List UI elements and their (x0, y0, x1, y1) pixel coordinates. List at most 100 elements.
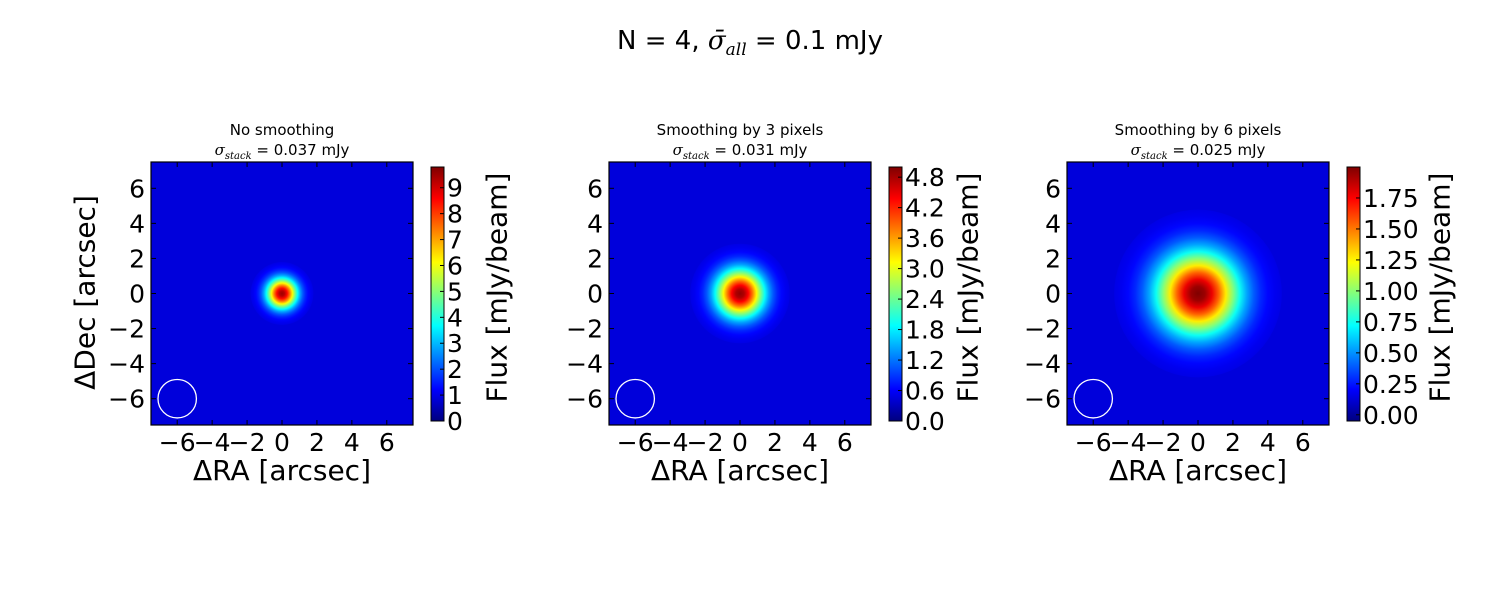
panel-3-xtick-label: 0 (1190, 428, 1206, 457)
panel-2-ytick-label: −4 (566, 350, 603, 379)
colorbar-1 (430, 166, 445, 422)
colorbar-1-tick-label: 6 (447, 251, 463, 280)
panel-1-xtick-label: −4 (194, 428, 231, 457)
panel-1-title-line1: No smoothing (229, 121, 335, 139)
panel-1-ytick-label: −4 (108, 350, 145, 379)
panel-2-ytick-label: −2 (566, 315, 603, 344)
panel-3-ytick-label: −6 (1024, 385, 1061, 414)
colorbar-3-tick-label: 1.00 (1363, 277, 1419, 306)
panel-2-xtick-label: 0 (732, 428, 748, 457)
panel-2-xtick-label: −2 (687, 428, 724, 457)
colorbar-3 (1346, 166, 1361, 422)
panel-1-xtick-label: 4 (344, 428, 360, 457)
panel-1-sigma: σ (214, 141, 225, 159)
panel-3-ytick-label: 0 (1045, 280, 1061, 309)
panel-3-sigma-sub: stack (1140, 151, 1168, 162)
panel-3-xtick-label: −4 (1110, 428, 1147, 457)
panel-3-ytick-label: −4 (1024, 350, 1061, 379)
panel-1-xlabel: ΔRA [arcsec] (192, 454, 372, 487)
panel-1-xtick-label: 6 (379, 428, 395, 457)
panel-3-title-line1: Smoothing by 6 pixels (1114, 121, 1282, 139)
panel-1-beam-ellipse (157, 378, 198, 419)
colorbar-3-tick-label: 0.50 (1363, 339, 1419, 368)
panel-1-title-value: = 0.037 mJy (251, 141, 350, 159)
panel-2-xtick-label: 6 (837, 428, 853, 457)
colorbar-2-tick-label: 0.0 (905, 407, 945, 436)
panel-2-title-line2: σstack = 0.031 mJy (580, 140, 900, 167)
panel-2-beam-ellipse (615, 378, 656, 419)
colorbar-1-tick-label: 0 (447, 407, 463, 436)
colorbar-3-tick-label: 1.75 (1363, 184, 1419, 213)
colorbar-1-tick-label: 8 (447, 200, 463, 229)
panel-1-ytick-label: 2 (129, 244, 145, 273)
panel-3-xtick-label: 2 (1225, 428, 1241, 457)
colorbar-1-tick-label: 4 (447, 303, 463, 332)
panel-2-ytick-label: 6 (587, 174, 603, 203)
colorbar-2-tick-label: 3.0 (905, 255, 945, 284)
colorbar-3-tick-label: 1.50 (1363, 215, 1419, 244)
panel-3-xtick-label: −6 (1075, 428, 1112, 457)
panel-2-sigma-sub: stack (682, 151, 710, 162)
panel-1-ytick-label: 6 (129, 174, 145, 203)
panel-3-title-value: = 0.025 mJy (1167, 141, 1266, 159)
colorbar-2-tick-label: 3.6 (905, 224, 945, 253)
panel-2-xtick-label: −6 (617, 428, 654, 457)
colorbar-2-tick-label: 4.8 (905, 163, 945, 192)
colorbar-2-tick-label: 2.4 (905, 285, 945, 314)
colorbar-3-tick-label: 1.25 (1363, 246, 1419, 275)
panel-1-ytick-label: −6 (108, 385, 145, 414)
panel-2-ytick-label: −6 (566, 385, 603, 414)
colorbar-2-tick-label: 4.2 (905, 194, 945, 223)
panel-2-xtick-label: 4 (802, 428, 818, 457)
panel-1-xtick-label: −2 (229, 428, 266, 457)
panel-2-ytick-label: 2 (587, 244, 603, 273)
panel-3-title: Smoothing by 6 pixels σstack = 0.025 mJy (1038, 120, 1358, 167)
colorbar-2-tick-label: 0.6 (905, 377, 945, 406)
panel-1-xtick-label: −6 (159, 428, 196, 457)
panel-3-xtick-label: 4 (1260, 428, 1276, 457)
panel-3-ytick-label: −2 (1024, 315, 1061, 344)
colorbar-1-tick-label: 7 (447, 226, 463, 255)
panel-2-source (690, 243, 790, 344)
panel-2-ytick-label: 0 (587, 280, 603, 309)
colorbar-2-tick-label: 1.2 (905, 346, 945, 375)
figure-title-prefix: N = 4, (617, 26, 708, 56)
panel-2-xlabel: ΔRA [arcsec] (650, 454, 830, 487)
panel-1-sigma-sub: stack (224, 151, 252, 162)
colorbar-1-tick-label: 9 (447, 174, 463, 203)
panel-3-ytick-label: 4 (1045, 209, 1061, 238)
panel-1-ytick-label: −2 (108, 315, 145, 344)
panel-3-xlabel: ΔRA [arcsec] (1108, 454, 1288, 487)
panel-3-xtick-label: −2 (1145, 428, 1182, 457)
figure-title: N = 4, σ̄all = 0.1 mJy (0, 26, 1500, 60)
colorbar-3-tick-label: 0.75 (1363, 308, 1419, 337)
panel-1-xtick-label: 2 (309, 428, 325, 457)
colorbar-1-tick-label: 2 (447, 355, 463, 384)
panel-3-ytick-label: 6 (1045, 174, 1061, 203)
panel-1-source (250, 262, 314, 325)
figure-title-suffix: = 0.1 mJy (746, 26, 883, 56)
panel-3-sigma: σ (1130, 141, 1141, 159)
panel-3-title-line2: σstack = 0.025 mJy (1038, 140, 1358, 167)
colorbar-1-tick-label: 5 (447, 277, 463, 306)
panel-2-xtick-label: −4 (652, 428, 689, 457)
panel-2-title-line1: Smoothing by 3 pixels (656, 121, 824, 139)
panel-2-title-value: = 0.031 mJy (709, 141, 808, 159)
panel-3-beam-ellipse (1073, 378, 1114, 419)
colorbar-2-tick-label: 1.8 (905, 316, 945, 345)
panel-1-ytick-label: 4 (129, 209, 145, 238)
panel-1-ytick-label: 0 (129, 280, 145, 309)
panel-2-ytick-label: 4 (587, 209, 603, 238)
panel-3-ytick-label: 2 (1045, 244, 1061, 273)
panel-1-title-line2: σstack = 0.037 mJy (122, 140, 442, 167)
panel-1-xtick-label: 0 (274, 428, 290, 457)
panel-2-xtick-label: 2 (767, 428, 783, 457)
colorbar-3-tick-label: 0.00 (1363, 401, 1419, 430)
panel-3-source (1114, 209, 1282, 378)
panel-3-xtick-label: 6 (1295, 428, 1311, 457)
panel-1-title: No smoothing σstack = 0.037 mJy (122, 120, 442, 167)
colorbar-1-tick-label: 3 (447, 329, 463, 358)
figure-title-sigma: σ̄ (707, 26, 726, 56)
figure-title-sub: all (725, 40, 747, 61)
colorbar-1-tick-label: 1 (447, 381, 463, 410)
